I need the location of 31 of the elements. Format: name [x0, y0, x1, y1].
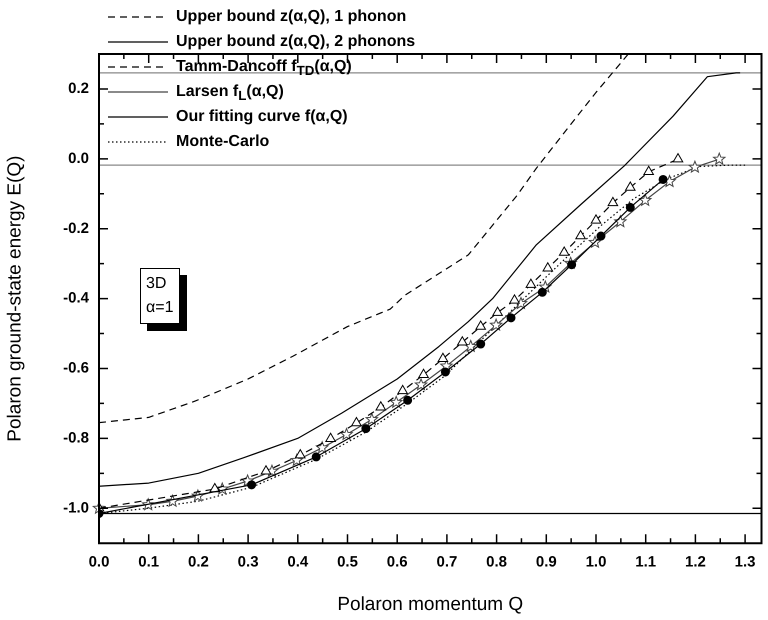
y-tick-label: -0.2 — [63, 220, 89, 237]
y-tick-label: -0.6 — [63, 360, 89, 377]
y-tick-label: -0.4 — [63, 290, 90, 307]
x-tick-label: 0.6 — [386, 553, 408, 570]
legend-label: Our fitting curve f(α,Q) — [176, 107, 348, 127]
x-tick-label: 1.1 — [635, 553, 656, 570]
x-tick-label: 0.5 — [337, 553, 358, 570]
legend-label: Upper bound z(α,Q), 1 phonon — [176, 7, 406, 27]
y-tick-label: 0.0 — [68, 150, 89, 167]
x-tick-label: 1.0 — [586, 553, 606, 570]
x-tick-label: 0.7 — [436, 553, 458, 570]
x-tick-label: 1.3 — [734, 553, 756, 570]
annotation: 3D — [146, 274, 168, 294]
y-axis-title: Polaron ground-state energy E(Q) — [4, 155, 26, 442]
x-tick-label: 1.2 — [684, 553, 706, 570]
legend-label: Monte-Carlo — [176, 132, 270, 152]
y-tick-label: 0.2 — [68, 80, 89, 98]
legend-label: Tamm-Dancoff f$_{TD}$(α,Q) — [176, 57, 352, 80]
y-tick-label: -0.8 — [63, 430, 89, 447]
annotation: α=1 — [146, 298, 174, 318]
x-tick-label: 0.3 — [238, 553, 259, 570]
x-tick-label: 0.0 — [88, 553, 110, 570]
x-tick-label: 0.1 — [138, 553, 160, 570]
y-tick-label: -1.0 — [63, 499, 89, 516]
x-tick-label: 0.9 — [536, 553, 557, 570]
x-tick-label: 0.2 — [188, 553, 209, 570]
x-tick-label: 0.4 — [287, 553, 309, 570]
legend-label: Upper bound z(α,Q), 2 phonons — [176, 32, 416, 52]
legend-label: Larsen f$_{L}$(α,Q) — [176, 82, 284, 106]
x-axis-title: Polaron momentum Q — [337, 594, 524, 615]
x-tick-label: 0.8 — [486, 553, 508, 570]
